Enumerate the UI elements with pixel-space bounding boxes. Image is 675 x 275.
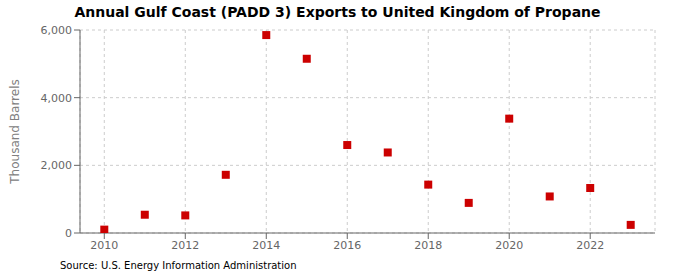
svg-text:2014: 2014 — [252, 239, 280, 252]
svg-text:4,000: 4,000 — [41, 92, 73, 105]
svg-text:2,000: 2,000 — [41, 159, 73, 172]
svg-text:6,000: 6,000 — [41, 24, 73, 37]
svg-text:2012: 2012 — [171, 239, 199, 252]
svg-text:2022: 2022 — [576, 239, 604, 252]
svg-text:2018: 2018 — [414, 239, 442, 252]
html-text:Annual Gulf Coast (PADD 3) Exp: Annual Gulf Coast (PADD 3) Exports to Un… — [74, 4, 601, 20]
svg-text:Thousand Barrels: Thousand Barrels — [8, 79, 22, 184]
html-text:Source: U.S. Energy Informatio: Source: U.S. Energy Information Administ… — [60, 260, 297, 271]
svg-text:2010: 2010 — [90, 239, 118, 252]
svg-text:0: 0 — [65, 227, 72, 240]
svg-text:2016: 2016 — [333, 239, 361, 252]
svg-text:2020: 2020 — [495, 239, 523, 252]
